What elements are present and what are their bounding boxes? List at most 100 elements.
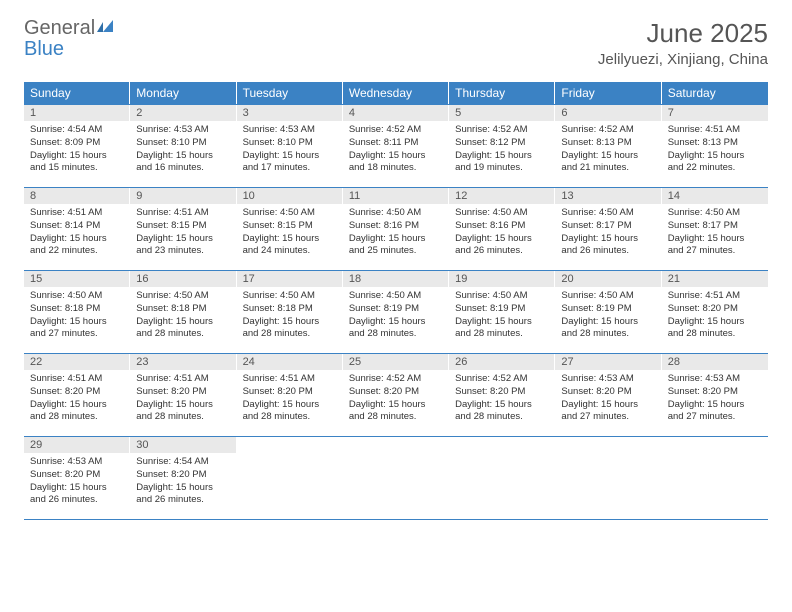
daylight-line: Daylight: 15 hours and 25 minutes. <box>349 233 442 259</box>
week-row: 15Sunrise: 4:50 AMSunset: 8:18 PMDayligh… <box>24 270 768 353</box>
daylight-line: Daylight: 15 hours and 24 minutes. <box>243 233 336 259</box>
weeks-container: 1Sunrise: 4:54 AMSunset: 8:09 PMDaylight… <box>24 104 768 519</box>
day-number: 14 <box>662 188 768 204</box>
day-cell: 9Sunrise: 4:51 AMSunset: 8:15 PMDaylight… <box>130 188 236 270</box>
day-cell: 13Sunrise: 4:50 AMSunset: 8:17 PMDayligh… <box>555 188 661 270</box>
day-number: 22 <box>24 354 129 370</box>
daylight-line: Daylight: 15 hours and 28 minutes. <box>243 316 336 342</box>
sunrise-line: Sunrise: 4:52 AM <box>561 124 654 137</box>
day-body: Sunrise: 4:54 AMSunset: 8:09 PMDaylight:… <box>24 121 129 181</box>
sunrise-line: Sunrise: 4:53 AM <box>136 124 229 137</box>
sunset-line: Sunset: 8:20 PM <box>30 386 123 399</box>
day-number: 15 <box>24 271 129 287</box>
calendar-bottom-rule <box>24 519 768 520</box>
day-body: Sunrise: 4:50 AMSunset: 8:19 PMDaylight:… <box>449 287 554 347</box>
sunset-line: Sunset: 8:12 PM <box>455 137 548 150</box>
daylight-line: Daylight: 15 hours and 15 minutes. <box>30 150 123 176</box>
day-body: Sunrise: 4:52 AMSunset: 8:12 PMDaylight:… <box>449 121 554 181</box>
day-number: 1 <box>24 105 129 121</box>
day-number: 19 <box>449 271 554 287</box>
day-body: Sunrise: 4:52 AMSunset: 8:20 PMDaylight:… <box>449 370 554 430</box>
sunset-line: Sunset: 8:15 PM <box>243 220 336 233</box>
day-cell: 16Sunrise: 4:50 AMSunset: 8:18 PMDayligh… <box>130 271 236 353</box>
sunset-line: Sunset: 8:16 PM <box>349 220 442 233</box>
day-body: Sunrise: 4:50 AMSunset: 8:19 PMDaylight:… <box>555 287 660 347</box>
day-cell <box>555 437 661 519</box>
daylight-line: Daylight: 15 hours and 28 minutes. <box>30 399 123 425</box>
sunrise-line: Sunrise: 4:50 AM <box>668 207 762 220</box>
daylight-line: Daylight: 15 hours and 27 minutes. <box>561 399 654 425</box>
day-body: Sunrise: 4:53 AMSunset: 8:20 PMDaylight:… <box>662 370 768 430</box>
daylight-line: Daylight: 15 hours and 26 minutes. <box>30 482 123 508</box>
day-body: Sunrise: 4:53 AMSunset: 8:20 PMDaylight:… <box>24 453 129 513</box>
day-body: Sunrise: 4:51 AMSunset: 8:14 PMDaylight:… <box>24 204 129 264</box>
sunrise-line: Sunrise: 4:50 AM <box>243 207 336 220</box>
day-body: Sunrise: 4:51 AMSunset: 8:20 PMDaylight:… <box>662 287 768 347</box>
day-body: Sunrise: 4:50 AMSunset: 8:18 PMDaylight:… <box>130 287 235 347</box>
sunset-line: Sunset: 8:18 PM <box>30 303 123 316</box>
sunrise-line: Sunrise: 4:51 AM <box>243 373 336 386</box>
sunrise-line: Sunrise: 4:54 AM <box>30 124 123 137</box>
sunrise-line: Sunrise: 4:51 AM <box>30 207 123 220</box>
week-row: 22Sunrise: 4:51 AMSunset: 8:20 PMDayligh… <box>24 353 768 436</box>
daylight-line: Daylight: 15 hours and 16 minutes. <box>136 150 229 176</box>
day-cell <box>662 437 768 519</box>
sunrise-line: Sunrise: 4:51 AM <box>30 373 123 386</box>
sunset-line: Sunset: 8:19 PM <box>455 303 548 316</box>
day-number: 5 <box>449 105 554 121</box>
sunset-line: Sunset: 8:10 PM <box>136 137 229 150</box>
day-body: Sunrise: 4:52 AMSunset: 8:13 PMDaylight:… <box>555 121 660 181</box>
day-number: 6 <box>555 105 660 121</box>
day-header-friday: Friday <box>555 82 661 104</box>
sunrise-line: Sunrise: 4:54 AM <box>136 456 229 469</box>
day-number: 10 <box>237 188 342 204</box>
sunrise-line: Sunrise: 4:50 AM <box>455 290 548 303</box>
logo-text-part1: General <box>24 17 95 39</box>
day-cell: 20Sunrise: 4:50 AMSunset: 8:19 PMDayligh… <box>555 271 661 353</box>
day-body: Sunrise: 4:53 AMSunset: 8:20 PMDaylight:… <box>555 370 660 430</box>
day-body: Sunrise: 4:51 AMSunset: 8:20 PMDaylight:… <box>24 370 129 430</box>
sunrise-line: Sunrise: 4:53 AM <box>668 373 762 386</box>
sunset-line: Sunset: 8:14 PM <box>30 220 123 233</box>
sunset-line: Sunset: 8:17 PM <box>561 220 654 233</box>
daylight-line: Daylight: 15 hours and 28 minutes. <box>349 316 442 342</box>
day-cell: 25Sunrise: 4:52 AMSunset: 8:20 PMDayligh… <box>343 354 449 436</box>
day-number: 27 <box>555 354 660 370</box>
day-number: 4 <box>343 105 448 121</box>
sunrise-line: Sunrise: 4:51 AM <box>136 373 229 386</box>
day-cell: 8Sunrise: 4:51 AMSunset: 8:14 PMDaylight… <box>24 188 130 270</box>
day-number: 7 <box>662 105 768 121</box>
day-cell: 7Sunrise: 4:51 AMSunset: 8:13 PMDaylight… <box>662 105 768 187</box>
day-cell: 27Sunrise: 4:53 AMSunset: 8:20 PMDayligh… <box>555 354 661 436</box>
sunset-line: Sunset: 8:10 PM <box>243 137 336 150</box>
day-cell: 29Sunrise: 4:53 AMSunset: 8:20 PMDayligh… <box>24 437 130 519</box>
daylight-line: Daylight: 15 hours and 21 minutes. <box>561 150 654 176</box>
sunrise-line: Sunrise: 4:50 AM <box>136 290 229 303</box>
sunset-line: Sunset: 8:18 PM <box>136 303 229 316</box>
sunset-line: Sunset: 8:19 PM <box>561 303 654 316</box>
day-body: Sunrise: 4:50 AMSunset: 8:19 PMDaylight:… <box>343 287 448 347</box>
sunset-line: Sunset: 8:20 PM <box>455 386 548 399</box>
day-header-saturday: Saturday <box>662 82 768 104</box>
sunrise-line: Sunrise: 4:50 AM <box>561 207 654 220</box>
sunrise-line: Sunrise: 4:50 AM <box>349 290 442 303</box>
day-cell: 24Sunrise: 4:51 AMSunset: 8:20 PMDayligh… <box>237 354 343 436</box>
daylight-line: Daylight: 15 hours and 26 minutes. <box>136 482 229 508</box>
sunset-line: Sunset: 8:20 PM <box>30 469 123 482</box>
day-number: 25 <box>343 354 448 370</box>
day-body: Sunrise: 4:50 AMSunset: 8:15 PMDaylight:… <box>237 204 342 264</box>
day-cell: 23Sunrise: 4:51 AMSunset: 8:20 PMDayligh… <box>130 354 236 436</box>
day-body: Sunrise: 4:51 AMSunset: 8:20 PMDaylight:… <box>237 370 342 430</box>
sunset-line: Sunset: 8:13 PM <box>668 137 762 150</box>
header: General Blue June 2025 Jelilyuezi, Xinji… <box>0 0 792 74</box>
day-cell: 10Sunrise: 4:50 AMSunset: 8:15 PMDayligh… <box>237 188 343 270</box>
day-body: Sunrise: 4:54 AMSunset: 8:20 PMDaylight:… <box>130 453 235 513</box>
day-number: 2 <box>130 105 235 121</box>
sunset-line: Sunset: 8:09 PM <box>30 137 123 150</box>
day-cell: 22Sunrise: 4:51 AMSunset: 8:20 PMDayligh… <box>24 354 130 436</box>
daylight-line: Daylight: 15 hours and 22 minutes. <box>30 233 123 259</box>
sunset-line: Sunset: 8:20 PM <box>136 386 229 399</box>
daylight-line: Daylight: 15 hours and 28 minutes. <box>455 316 548 342</box>
day-number: 11 <box>343 188 448 204</box>
day-number: 12 <box>449 188 554 204</box>
